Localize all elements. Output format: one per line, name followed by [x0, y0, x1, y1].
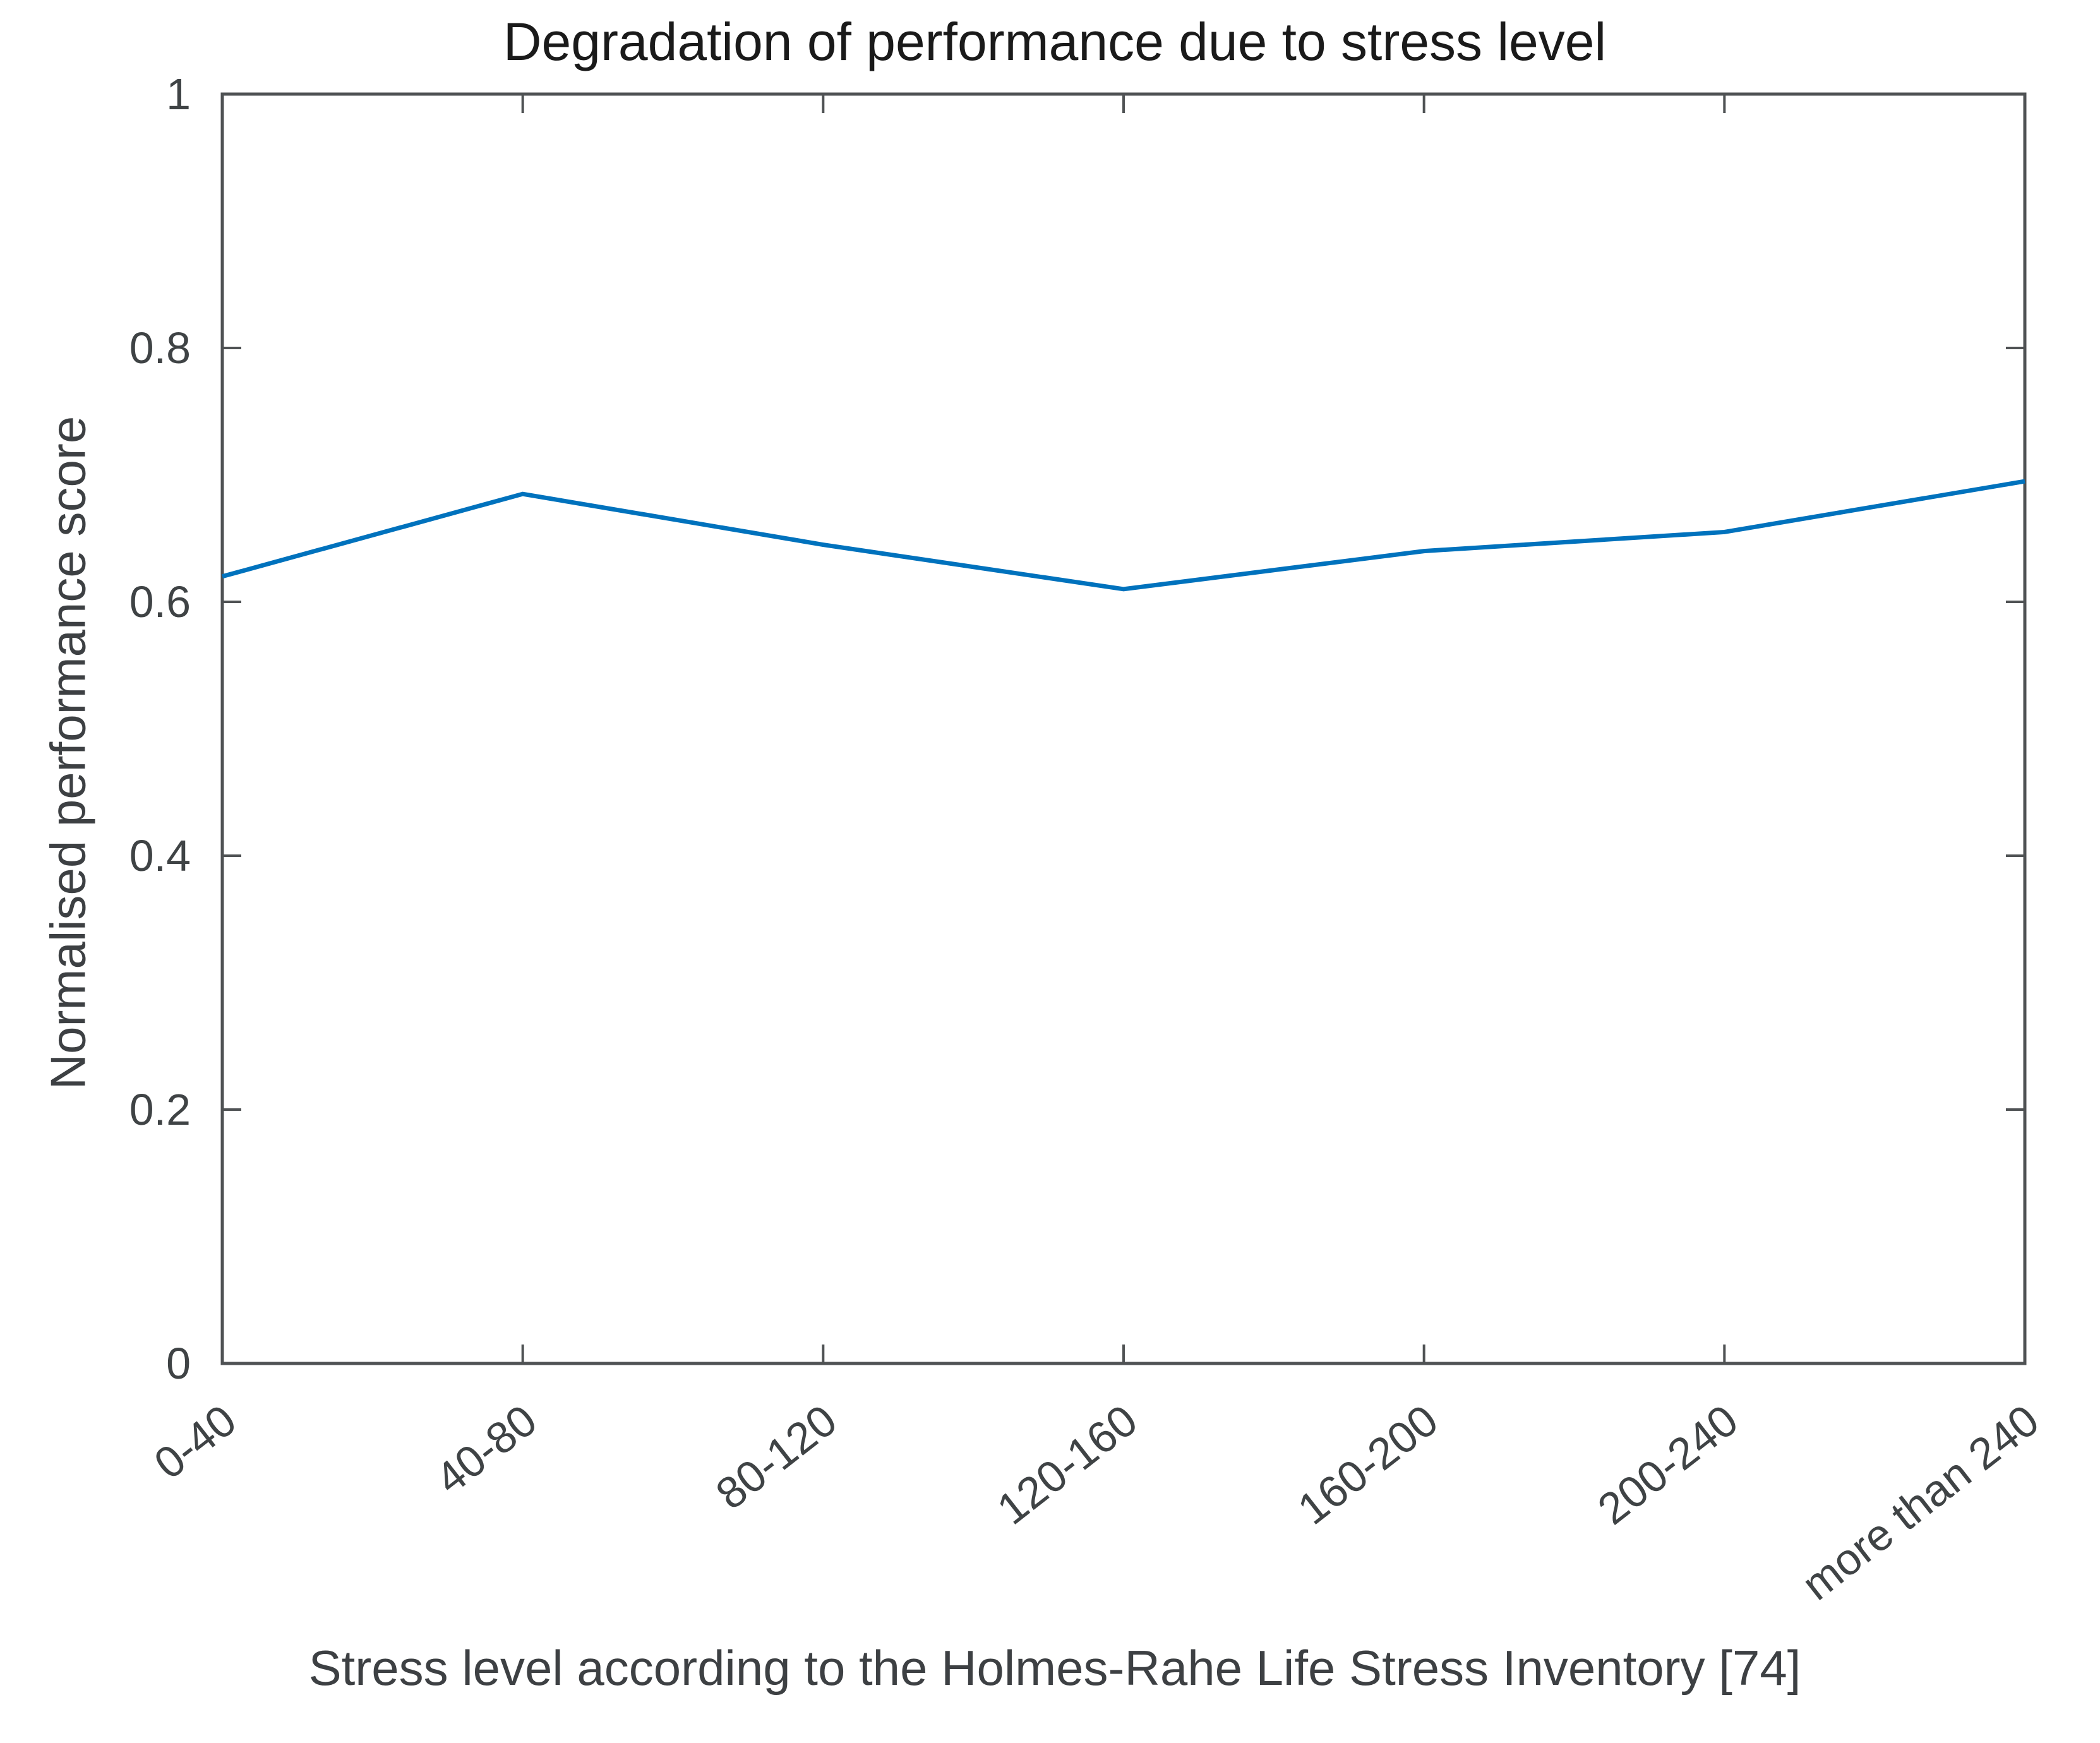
chart-title: Degradation of performance due to stress…	[503, 12, 1607, 71]
y-tick-label: 0.4	[129, 831, 191, 880]
y-axis-label: Normalised performance score	[40, 416, 96, 1090]
y-tick-label: 0.8	[129, 323, 191, 373]
x-axis-label: Stress level according to the Holmes-Rah…	[308, 1640, 1801, 1696]
y-tick-label: 0.6	[129, 577, 191, 626]
y-tick-label: 0	[166, 1339, 191, 1388]
y-tick-label: 0.2	[129, 1085, 191, 1134]
y-tick-label: 1	[166, 69, 191, 119]
axis-box	[220, 92, 2027, 1365]
data-line	[222, 479, 2025, 592]
